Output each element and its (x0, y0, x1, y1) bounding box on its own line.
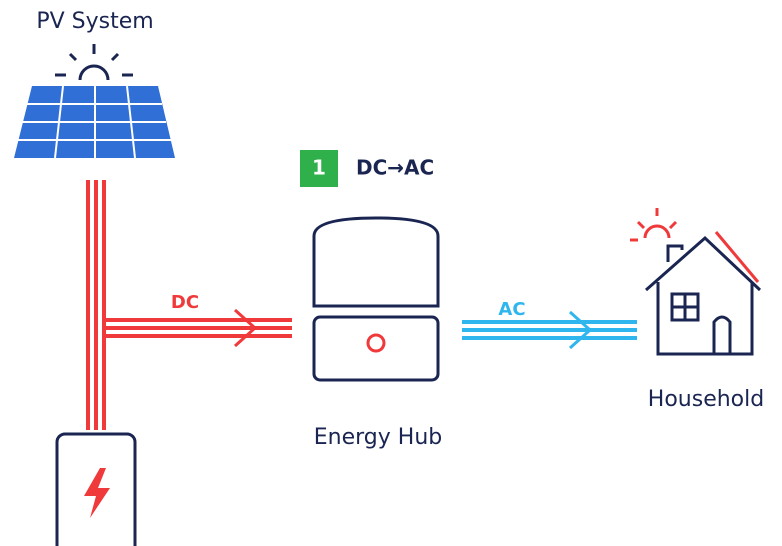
battery (57, 434, 135, 546)
pv-title: PV System (36, 9, 153, 34)
step-label: DC→AC (356, 156, 434, 180)
diagram: PV System DC 1 DC→AC Energy Hub AC (0, 0, 782, 546)
ac-label: AC (498, 299, 525, 320)
step-number: 1 (312, 156, 326, 180)
solar-panel (14, 86, 175, 158)
dc-label: DC (171, 292, 199, 313)
hub-label: Energy Hub (314, 425, 442, 450)
energy-hub (314, 218, 438, 380)
house (630, 208, 760, 354)
ac-lines (462, 312, 637, 348)
household-label: Household (648, 387, 764, 412)
sun-icon (55, 44, 133, 80)
